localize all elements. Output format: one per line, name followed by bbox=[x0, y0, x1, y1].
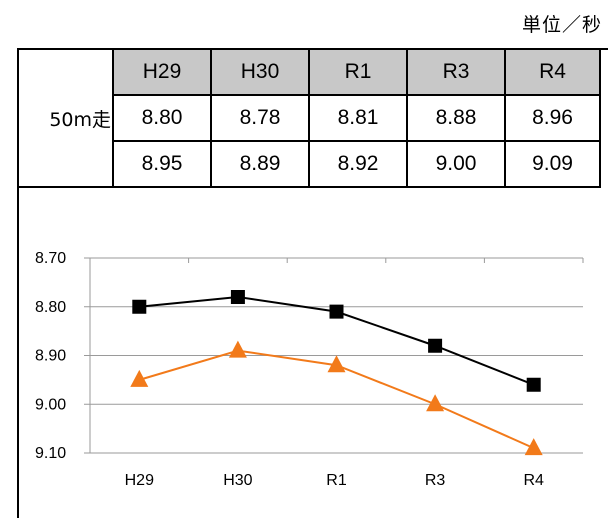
y-tick-label: 8.90 bbox=[35, 348, 66, 365]
data-table: H29 H30 R1 R3 R4 50m走 8.80 8.78 8.81 8.8… bbox=[17, 48, 601, 188]
y-tick-label: 9.00 bbox=[35, 396, 66, 413]
data-point-triangle bbox=[524, 438, 543, 456]
y-tick-label: 9.10 bbox=[35, 445, 66, 462]
unit-label: 単位／秒 bbox=[521, 14, 602, 36]
data-point-square bbox=[428, 338, 443, 353]
x-tick-label: H30 bbox=[223, 472, 252, 489]
table-row: 50m走 8.80 8.78 8.81 8.88 8.96 bbox=[17, 94, 601, 142]
line-chart: 8.70 8.80 8.90 9.00 9.10 H29 H30 R1 R3 R4 bbox=[35, 250, 584, 489]
data-point-triangle bbox=[327, 355, 346, 373]
table-cell: 8.88 bbox=[406, 94, 506, 142]
table-cell: 8.89 bbox=[210, 140, 310, 188]
data-point-triangle bbox=[130, 369, 149, 387]
table-cell: 8.81 bbox=[308, 94, 408, 142]
header-cell: R4 bbox=[504, 48, 601, 96]
table-cell: 9.09 bbox=[504, 140, 601, 188]
header-cell: R1 bbox=[308, 48, 408, 96]
table-cell: 9.00 bbox=[406, 140, 506, 188]
data-point-square bbox=[329, 304, 344, 319]
row-label: 50m走 bbox=[17, 95, 114, 141]
row-label-cell-top bbox=[17, 48, 114, 95]
header-cell: R3 bbox=[406, 48, 506, 96]
data-point-triangle bbox=[426, 394, 445, 412]
y-tick-label: 8.70 bbox=[35, 250, 66, 267]
table-cell: 8.96 bbox=[504, 94, 601, 142]
x-tick-label: H29 bbox=[125, 472, 154, 489]
y-tick-label: 8.80 bbox=[35, 299, 66, 316]
table-row: 8.95 8.89 8.92 9.00 9.09 bbox=[17, 140, 601, 188]
x-tick-label: R4 bbox=[523, 472, 544, 489]
x-tick-label: R1 bbox=[326, 472, 347, 489]
table-cell: 8.92 bbox=[308, 140, 408, 188]
data-point-triangle bbox=[228, 340, 247, 358]
table-cell: 8.78 bbox=[210, 94, 310, 142]
table-cell: 8.95 bbox=[112, 140, 212, 188]
row-label-cell-bottom bbox=[17, 141, 114, 188]
header-row: H29 H30 R1 R3 R4 bbox=[17, 48, 601, 96]
data-point-square bbox=[526, 377, 541, 392]
x-tick-label: R3 bbox=[425, 472, 446, 489]
header-cell: H30 bbox=[210, 48, 310, 96]
data-point-square bbox=[230, 290, 245, 304]
table-cell: 8.80 bbox=[112, 94, 212, 142]
header-cell: H29 bbox=[112, 48, 212, 96]
data-point-square bbox=[132, 299, 147, 314]
